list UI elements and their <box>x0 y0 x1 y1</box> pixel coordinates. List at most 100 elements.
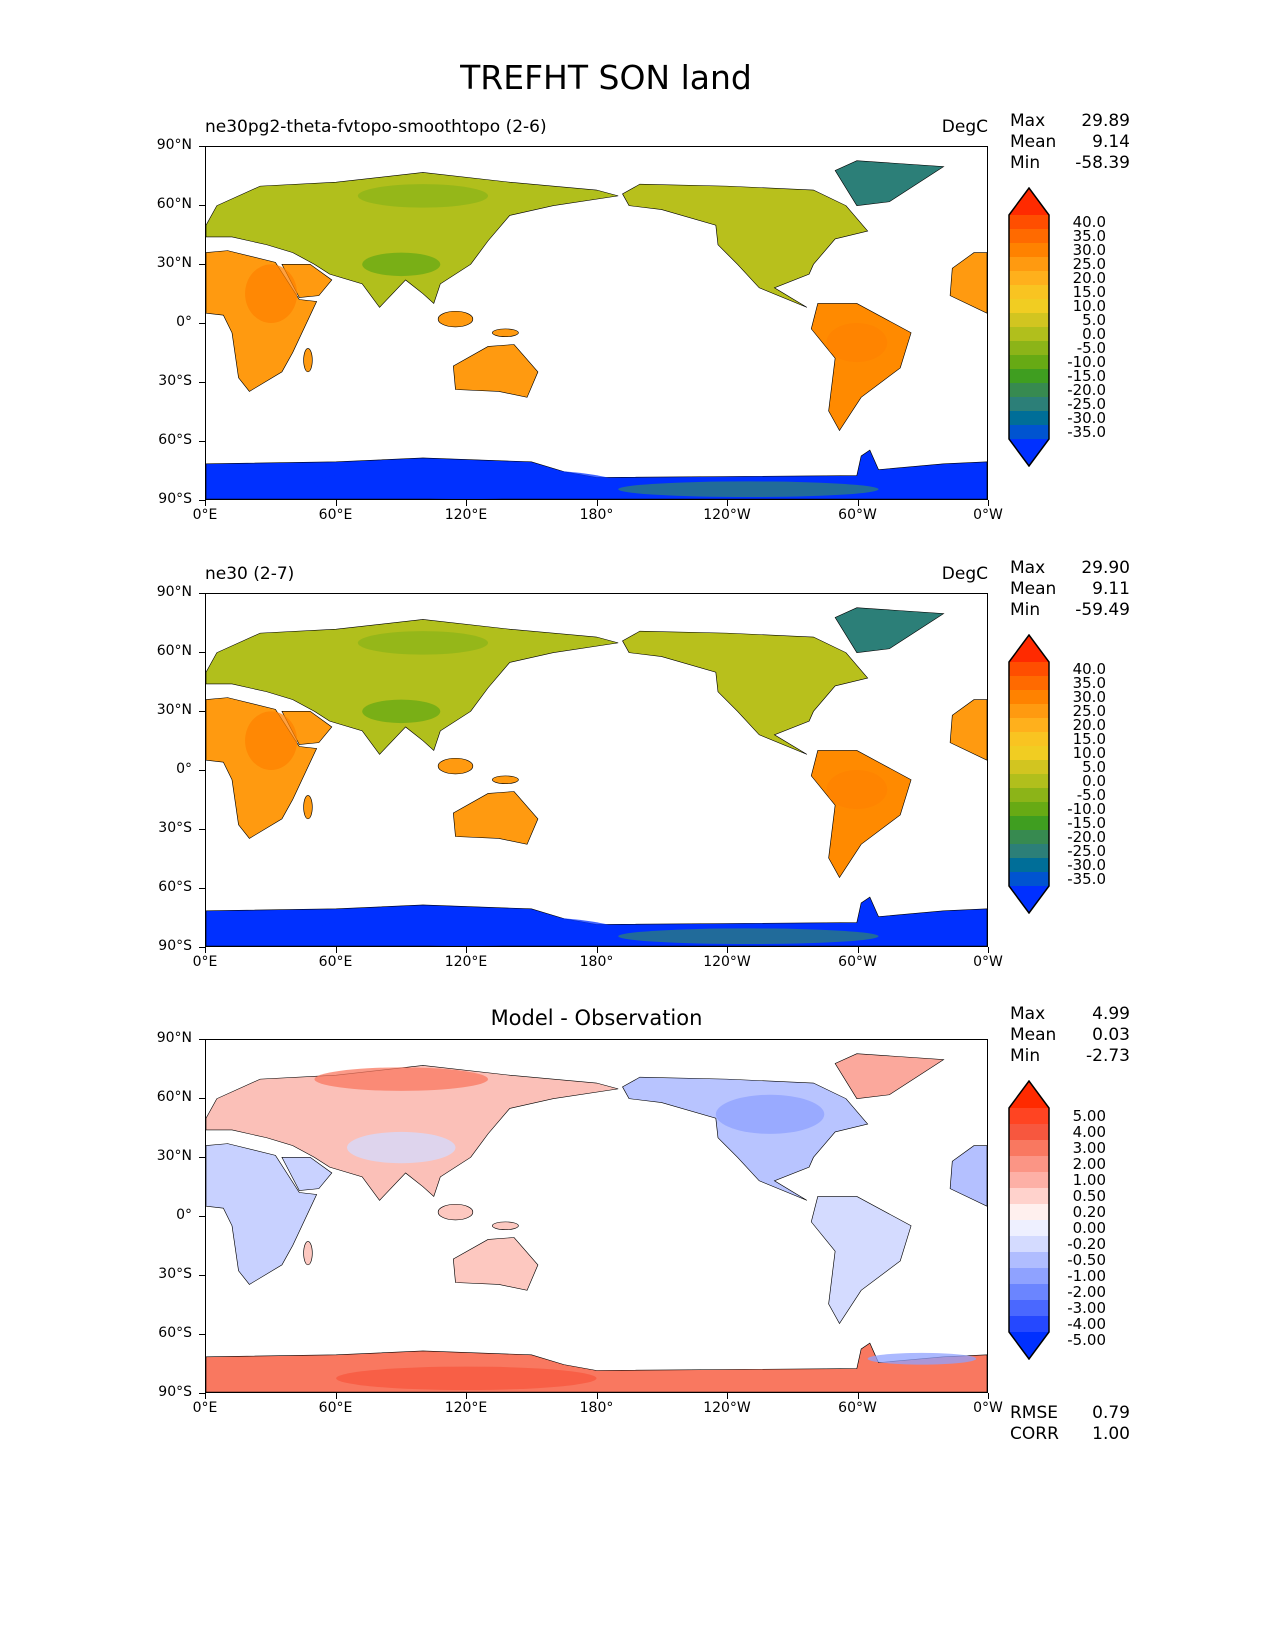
colorbar-extend-max <box>1009 188 1049 215</box>
y-tick-mark <box>199 652 205 653</box>
stat-max-value: 29.90 <box>1081 558 1130 578</box>
x-tick-label: 120°W <box>703 1400 751 1416</box>
land-namerica <box>622 1076 869 1201</box>
colorbar-label: -20.0 <box>1067 381 1106 399</box>
colorbar <box>1008 187 1050 467</box>
colorbar-label: -2.00 <box>1067 1283 1106 1301</box>
land-samerica <box>810 1196 912 1325</box>
colorbar-segment <box>1009 1140 1049 1157</box>
x-tick-label: 180° <box>579 507 614 523</box>
colorbar-segment <box>1009 1124 1049 1141</box>
colorbar-label: 0.50 <box>1072 1187 1106 1205</box>
colorbar-label: 5.0 <box>1082 758 1106 776</box>
colorbar-segment <box>1009 704 1049 719</box>
y-tick-mark <box>199 500 205 501</box>
y-tick-label: 90°S <box>158 938 192 954</box>
x-tick-label: 0°E <box>192 1400 218 1416</box>
colorbar-label: 35.0 <box>1072 674 1106 692</box>
land-arabia <box>281 1157 333 1191</box>
colorbar-segment <box>1009 1236 1049 1253</box>
colorbar-label: 0.20 <box>1072 1203 1106 1221</box>
colorbar-outline <box>1008 634 1050 914</box>
y-tick-label: 0° <box>176 761 192 777</box>
land-greenland <box>834 607 945 653</box>
colorbar-label: 4.00 <box>1072 1123 1106 1141</box>
x-tick-label: 60°W <box>838 954 877 970</box>
rmse-value: 0.79 <box>1092 1403 1130 1423</box>
contour-region <box>867 1352 977 1365</box>
colorbar-label: 25.0 <box>1072 702 1106 720</box>
colorbar-segment <box>1009 816 1049 831</box>
colorbar-label: 20.0 <box>1072 269 1106 287</box>
colorbar-segment <box>1009 327 1049 342</box>
colorbar-label: -5.00 <box>1067 1331 1106 1349</box>
stat-max-value: 4.99 <box>1092 1004 1130 1024</box>
island <box>437 1203 474 1221</box>
y-tick-label: 90°N <box>156 137 192 153</box>
colorbar-label: 40.0 <box>1072 213 1106 231</box>
y-tick-label: 30°S <box>158 373 192 389</box>
x-tick-mark <box>335 500 337 506</box>
colorbar-segment <box>1009 257 1049 272</box>
colorbar-label: 5.0 <box>1082 311 1106 329</box>
colorbar-label: 30.0 <box>1072 688 1106 706</box>
x-tick-label: 0°E <box>192 507 218 523</box>
x-tick-mark <box>596 1393 598 1399</box>
x-tick-mark <box>727 947 728 953</box>
colorbar-segment <box>1009 662 1049 677</box>
y-tick-mark <box>199 829 205 830</box>
colorbar-label: 1.00 <box>1072 1171 1106 1189</box>
colorbar <box>1008 634 1050 914</box>
colorbar-label: -5.0 <box>1076 786 1106 804</box>
y-tick-mark <box>199 205 205 206</box>
stat-max-label: Max <box>1010 111 1046 131</box>
colorbar <box>1008 1080 1050 1360</box>
colorbar-segment <box>1009 802 1049 817</box>
colorbar-segment <box>1009 355 1049 370</box>
land-namerica <box>622 183 869 308</box>
colorbar-label: 30.0 <box>1072 241 1106 259</box>
x-tick-label: 180° <box>579 1400 614 1416</box>
colorbar-label: 0.0 <box>1082 325 1106 343</box>
contour-region <box>362 252 441 277</box>
y-tick-mark <box>199 1216 205 1217</box>
stat-mean-value: 0.03 <box>1092 1025 1130 1045</box>
x-tick-label: 60°E <box>318 507 353 523</box>
colorbar-segment <box>1009 844 1049 859</box>
y-tick-mark <box>199 1393 205 1394</box>
contour-region <box>362 699 441 724</box>
colorbar-segment <box>1009 718 1049 733</box>
colorbar-extend-max <box>1009 635 1049 662</box>
x-tick-label: 0°W <box>973 954 1003 970</box>
y-tick-label: 90°N <box>156 584 192 600</box>
x-tick-mark <box>988 1393 989 1399</box>
x-tick-mark <box>857 500 859 506</box>
y-tick-label: 0° <box>176 1207 192 1223</box>
colorbar-label: 5.00 <box>1072 1107 1106 1125</box>
colorbar-label: 20.0 <box>1072 716 1106 734</box>
stat-max-label: Max <box>1010 558 1046 578</box>
land-africaW <box>949 252 987 314</box>
y-tick-mark <box>199 264 205 265</box>
colorbar-extend-min <box>1009 886 1049 913</box>
contour-region <box>245 711 298 770</box>
panel-title-left: ne30 (2-7) <box>205 564 295 584</box>
x-tick-label: 60°E <box>318 954 353 970</box>
colorbar-segment <box>1009 1252 1049 1269</box>
y-tick-label: 90°S <box>158 491 192 507</box>
colorbar-segment <box>1009 229 1049 244</box>
stat-min-label: Min <box>1010 600 1041 620</box>
y-tick-mark <box>199 711 205 712</box>
colorbar-segment <box>1009 1220 1049 1237</box>
contour-region <box>314 1067 489 1091</box>
x-tick-label: 120°W <box>703 954 751 970</box>
x-tick-label: 0°E <box>192 954 218 970</box>
colorbar-segment <box>1009 425 1049 440</box>
stat-mean-label: Mean <box>1010 132 1057 152</box>
colorbar-label: 40.0 <box>1072 660 1106 678</box>
map-panel <box>205 1039 988 1393</box>
y-tick-mark <box>199 1334 205 1335</box>
contour-region <box>357 631 489 655</box>
colorbar-segment <box>1009 788 1049 803</box>
y-tick-label: 60°N <box>156 643 192 659</box>
